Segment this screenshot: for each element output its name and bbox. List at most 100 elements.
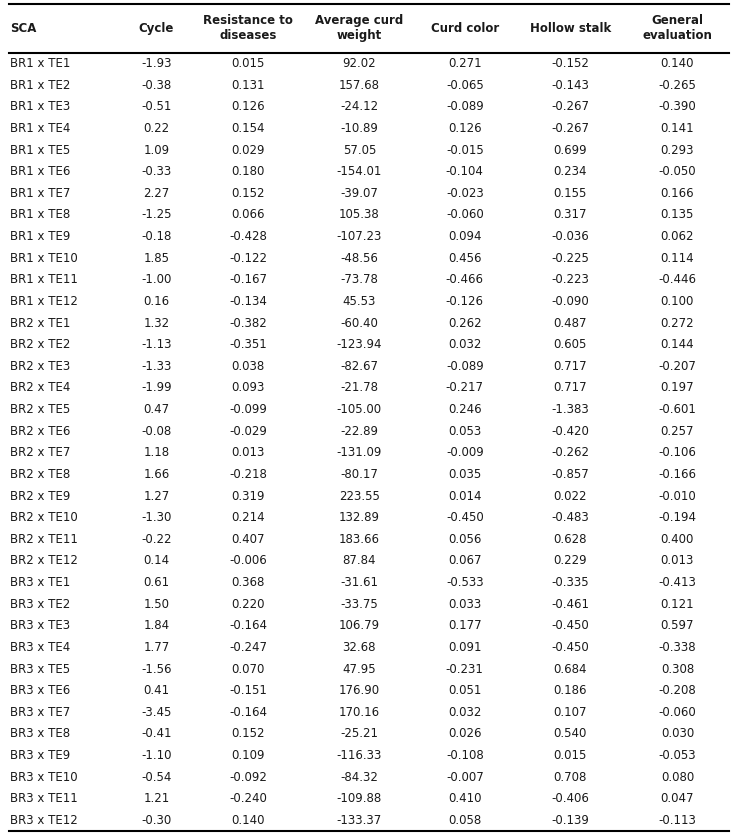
Text: -0.208: -0.208 bbox=[658, 685, 696, 697]
Text: 0.16: 0.16 bbox=[143, 295, 170, 308]
Text: 0.135: 0.135 bbox=[661, 209, 694, 221]
Text: -105.00: -105.00 bbox=[337, 403, 382, 416]
Text: 1.85: 1.85 bbox=[143, 251, 169, 265]
Text: 0.053: 0.053 bbox=[448, 425, 481, 437]
Text: 0.035: 0.035 bbox=[448, 468, 481, 481]
Text: -0.122: -0.122 bbox=[230, 251, 267, 265]
Text: 0.154: 0.154 bbox=[232, 122, 265, 135]
Text: -0.338: -0.338 bbox=[658, 641, 696, 654]
Text: -0.053: -0.053 bbox=[658, 749, 696, 762]
Text: BR2 x TE6: BR2 x TE6 bbox=[10, 425, 71, 437]
Text: -33.75: -33.75 bbox=[340, 597, 379, 611]
Text: -0.151: -0.151 bbox=[230, 685, 267, 697]
Text: -0.089: -0.089 bbox=[446, 101, 483, 113]
Text: -25.21: -25.21 bbox=[340, 727, 379, 741]
Text: BR3 x TE7: BR3 x TE7 bbox=[10, 706, 71, 719]
Text: -0.225: -0.225 bbox=[551, 251, 589, 265]
Text: -1.99: -1.99 bbox=[141, 381, 172, 395]
Text: -131.09: -131.09 bbox=[337, 447, 382, 459]
Text: -0.18: -0.18 bbox=[141, 230, 171, 243]
Text: -0.108: -0.108 bbox=[446, 749, 483, 762]
Text: -0.090: -0.090 bbox=[551, 295, 589, 308]
Text: -0.406: -0.406 bbox=[551, 793, 589, 805]
Text: -0.010: -0.010 bbox=[658, 489, 696, 503]
Text: -0.089: -0.089 bbox=[446, 360, 483, 373]
Text: 0.246: 0.246 bbox=[448, 403, 482, 416]
Text: -0.450: -0.450 bbox=[551, 619, 589, 633]
Text: 106.79: 106.79 bbox=[339, 619, 380, 633]
Text: 0.293: 0.293 bbox=[661, 143, 694, 157]
Text: BR1 x TE3: BR1 x TE3 bbox=[10, 101, 71, 113]
Text: -0.428: -0.428 bbox=[230, 230, 267, 243]
Text: 0.056: 0.056 bbox=[448, 533, 481, 546]
Text: -109.88: -109.88 bbox=[337, 793, 382, 805]
Text: 0.022: 0.022 bbox=[554, 489, 587, 503]
Text: 0.051: 0.051 bbox=[448, 685, 481, 697]
Text: 105.38: 105.38 bbox=[339, 209, 380, 221]
Text: BR3 x TE10: BR3 x TE10 bbox=[10, 771, 78, 784]
Text: BR3 x TE6: BR3 x TE6 bbox=[10, 685, 71, 697]
Text: -22.89: -22.89 bbox=[340, 425, 379, 437]
Text: 0.166: 0.166 bbox=[661, 187, 694, 199]
Text: 0.094: 0.094 bbox=[448, 230, 481, 243]
Text: 0.628: 0.628 bbox=[554, 533, 587, 546]
Text: 0.131: 0.131 bbox=[232, 79, 265, 91]
Text: BR3 x TE1: BR3 x TE1 bbox=[10, 576, 71, 589]
Text: -0.167: -0.167 bbox=[230, 273, 267, 287]
Text: 87.84: 87.84 bbox=[342, 555, 376, 567]
Text: -0.134: -0.134 bbox=[230, 295, 267, 308]
Text: BR1 x TE12: BR1 x TE12 bbox=[10, 295, 78, 308]
Text: -24.12: -24.12 bbox=[340, 101, 379, 113]
Text: -0.483: -0.483 bbox=[551, 511, 589, 525]
Text: BR3 x TE12: BR3 x TE12 bbox=[10, 814, 78, 827]
Text: BR3 x TE4: BR3 x TE4 bbox=[10, 641, 71, 654]
Text: 0.319: 0.319 bbox=[232, 489, 265, 503]
Text: -80.17: -80.17 bbox=[340, 468, 379, 481]
Text: -1.10: -1.10 bbox=[141, 749, 172, 762]
Text: 0.109: 0.109 bbox=[232, 749, 265, 762]
Text: -0.223: -0.223 bbox=[551, 273, 589, 287]
Text: -0.413: -0.413 bbox=[658, 576, 697, 589]
Text: -0.143: -0.143 bbox=[551, 79, 589, 91]
Text: -0.267: -0.267 bbox=[551, 122, 589, 135]
Text: 0.029: 0.029 bbox=[232, 143, 265, 157]
Text: -0.446: -0.446 bbox=[658, 273, 697, 287]
Text: 0.121: 0.121 bbox=[661, 597, 694, 611]
Text: -84.32: -84.32 bbox=[340, 771, 379, 784]
Text: -0.54: -0.54 bbox=[141, 771, 171, 784]
Text: 0.186: 0.186 bbox=[554, 685, 587, 697]
Text: -0.390: -0.390 bbox=[658, 101, 696, 113]
Text: Cycle: Cycle bbox=[139, 22, 174, 35]
Text: 0.717: 0.717 bbox=[554, 360, 587, 373]
Text: SCA: SCA bbox=[10, 22, 37, 35]
Text: -0.099: -0.099 bbox=[230, 403, 267, 416]
Text: -0.060: -0.060 bbox=[658, 706, 696, 719]
Text: 176.90: 176.90 bbox=[339, 685, 380, 697]
Text: 0.234: 0.234 bbox=[554, 165, 587, 178]
Text: -0.466: -0.466 bbox=[446, 273, 484, 287]
Text: 1.77: 1.77 bbox=[143, 641, 170, 654]
Text: -0.461: -0.461 bbox=[551, 597, 589, 611]
Text: -60.40: -60.40 bbox=[340, 317, 379, 329]
Text: 0.214: 0.214 bbox=[232, 511, 265, 525]
Text: -0.420: -0.420 bbox=[551, 425, 589, 437]
Text: 1.32: 1.32 bbox=[143, 317, 170, 329]
Text: 0.456: 0.456 bbox=[448, 251, 481, 265]
Text: BR3 x TE8: BR3 x TE8 bbox=[10, 727, 70, 741]
Text: -0.351: -0.351 bbox=[230, 339, 267, 351]
Text: Resistance to
diseases: Resistance to diseases bbox=[204, 14, 293, 43]
Text: Curd color: Curd color bbox=[431, 22, 499, 35]
Text: 0.22: 0.22 bbox=[143, 122, 170, 135]
Text: 0.126: 0.126 bbox=[232, 101, 265, 113]
Text: 0.038: 0.038 bbox=[232, 360, 265, 373]
Text: -0.450: -0.450 bbox=[551, 641, 589, 654]
Text: 0.717: 0.717 bbox=[554, 381, 587, 395]
Text: 47.95: 47.95 bbox=[342, 663, 376, 675]
Text: -48.56: -48.56 bbox=[340, 251, 379, 265]
Text: 0.407: 0.407 bbox=[232, 533, 265, 546]
Text: -0.601: -0.601 bbox=[658, 403, 697, 416]
Text: 0.540: 0.540 bbox=[554, 727, 587, 741]
Text: 157.68: 157.68 bbox=[339, 79, 380, 91]
Text: 0.14: 0.14 bbox=[143, 555, 170, 567]
Text: -0.533: -0.533 bbox=[446, 576, 483, 589]
